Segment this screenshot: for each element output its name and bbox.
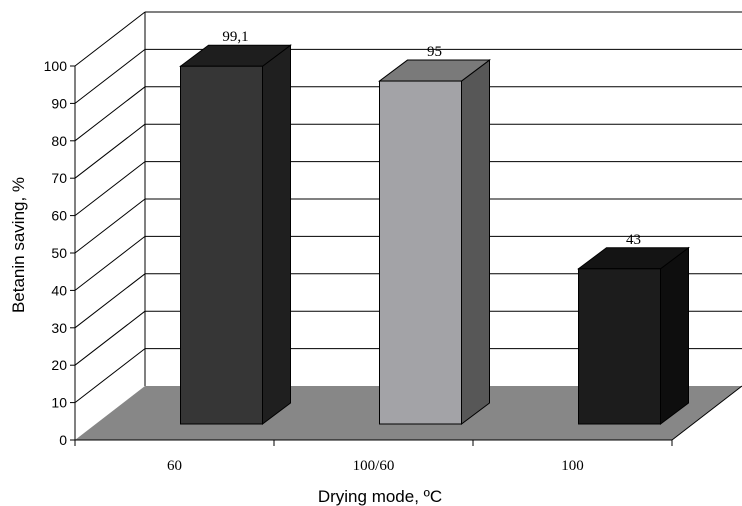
bar-2 (576, 246, 691, 425)
x-axis-title: Drying mode, ºC (318, 487, 442, 506)
y-tick-label-70: 70 (51, 170, 67, 186)
bar-front-2 (578, 268, 661, 425)
x-tick-label-0: 60 (167, 458, 182, 474)
gridline-side-100 (74, 11, 146, 67)
x-axis: 60 100/60 100 (74, 439, 673, 474)
bar-side-2 (660, 246, 689, 425)
y-tick-label-80: 80 (51, 133, 67, 149)
data-label-1: 95 (427, 44, 442, 60)
x-tick-label-2: 100 (561, 458, 584, 474)
y-tick-label-40: 40 (51, 282, 67, 298)
y-tick-label-30: 30 (51, 320, 67, 336)
y-tick-label-0: 0 (59, 432, 67, 448)
y-tick-label-10: 10 (51, 395, 67, 411)
gridline-side-20 (74, 310, 146, 366)
gridline-side-40 (74, 236, 146, 291)
data-label-2: 43 (626, 232, 641, 248)
gridline-side-70 (74, 123, 146, 179)
bar-1 (378, 59, 491, 425)
gridline-side-50 (74, 198, 146, 254)
bar-side-0 (262, 44, 291, 425)
y-tick-label-100: 100 (44, 58, 68, 74)
data-label-0: 99,1 (222, 29, 248, 45)
gridline-side-90 (74, 49, 146, 104)
bar-side-1 (461, 59, 490, 425)
y-tick-label-50: 50 (51, 245, 67, 261)
gridline-side-60 (74, 161, 146, 216)
y-tick-label-60: 60 (51, 208, 67, 224)
bar-0 (179, 44, 292, 425)
gridline-side-10 (74, 348, 146, 403)
gridline-side-30 (74, 273, 146, 329)
bars (179, 44, 691, 425)
x-tick-label-1: 100/60 (353, 458, 395, 474)
floor-right-edge (671, 385, 742, 441)
gridline-side-80 (74, 86, 146, 142)
bar-front-1 (379, 80, 462, 425)
data-labels: 99,1 95 43 (222, 29, 641, 248)
y-axis-title: Betanin saving, % (9, 177, 28, 313)
bar-front-0 (180, 65, 263, 425)
y-tick-label-20: 20 (51, 357, 67, 373)
y-axis: 0 10 20 30 40 50 60 70 80 90 100 (44, 58, 76, 448)
y-tick-label-90: 90 (51, 95, 67, 111)
